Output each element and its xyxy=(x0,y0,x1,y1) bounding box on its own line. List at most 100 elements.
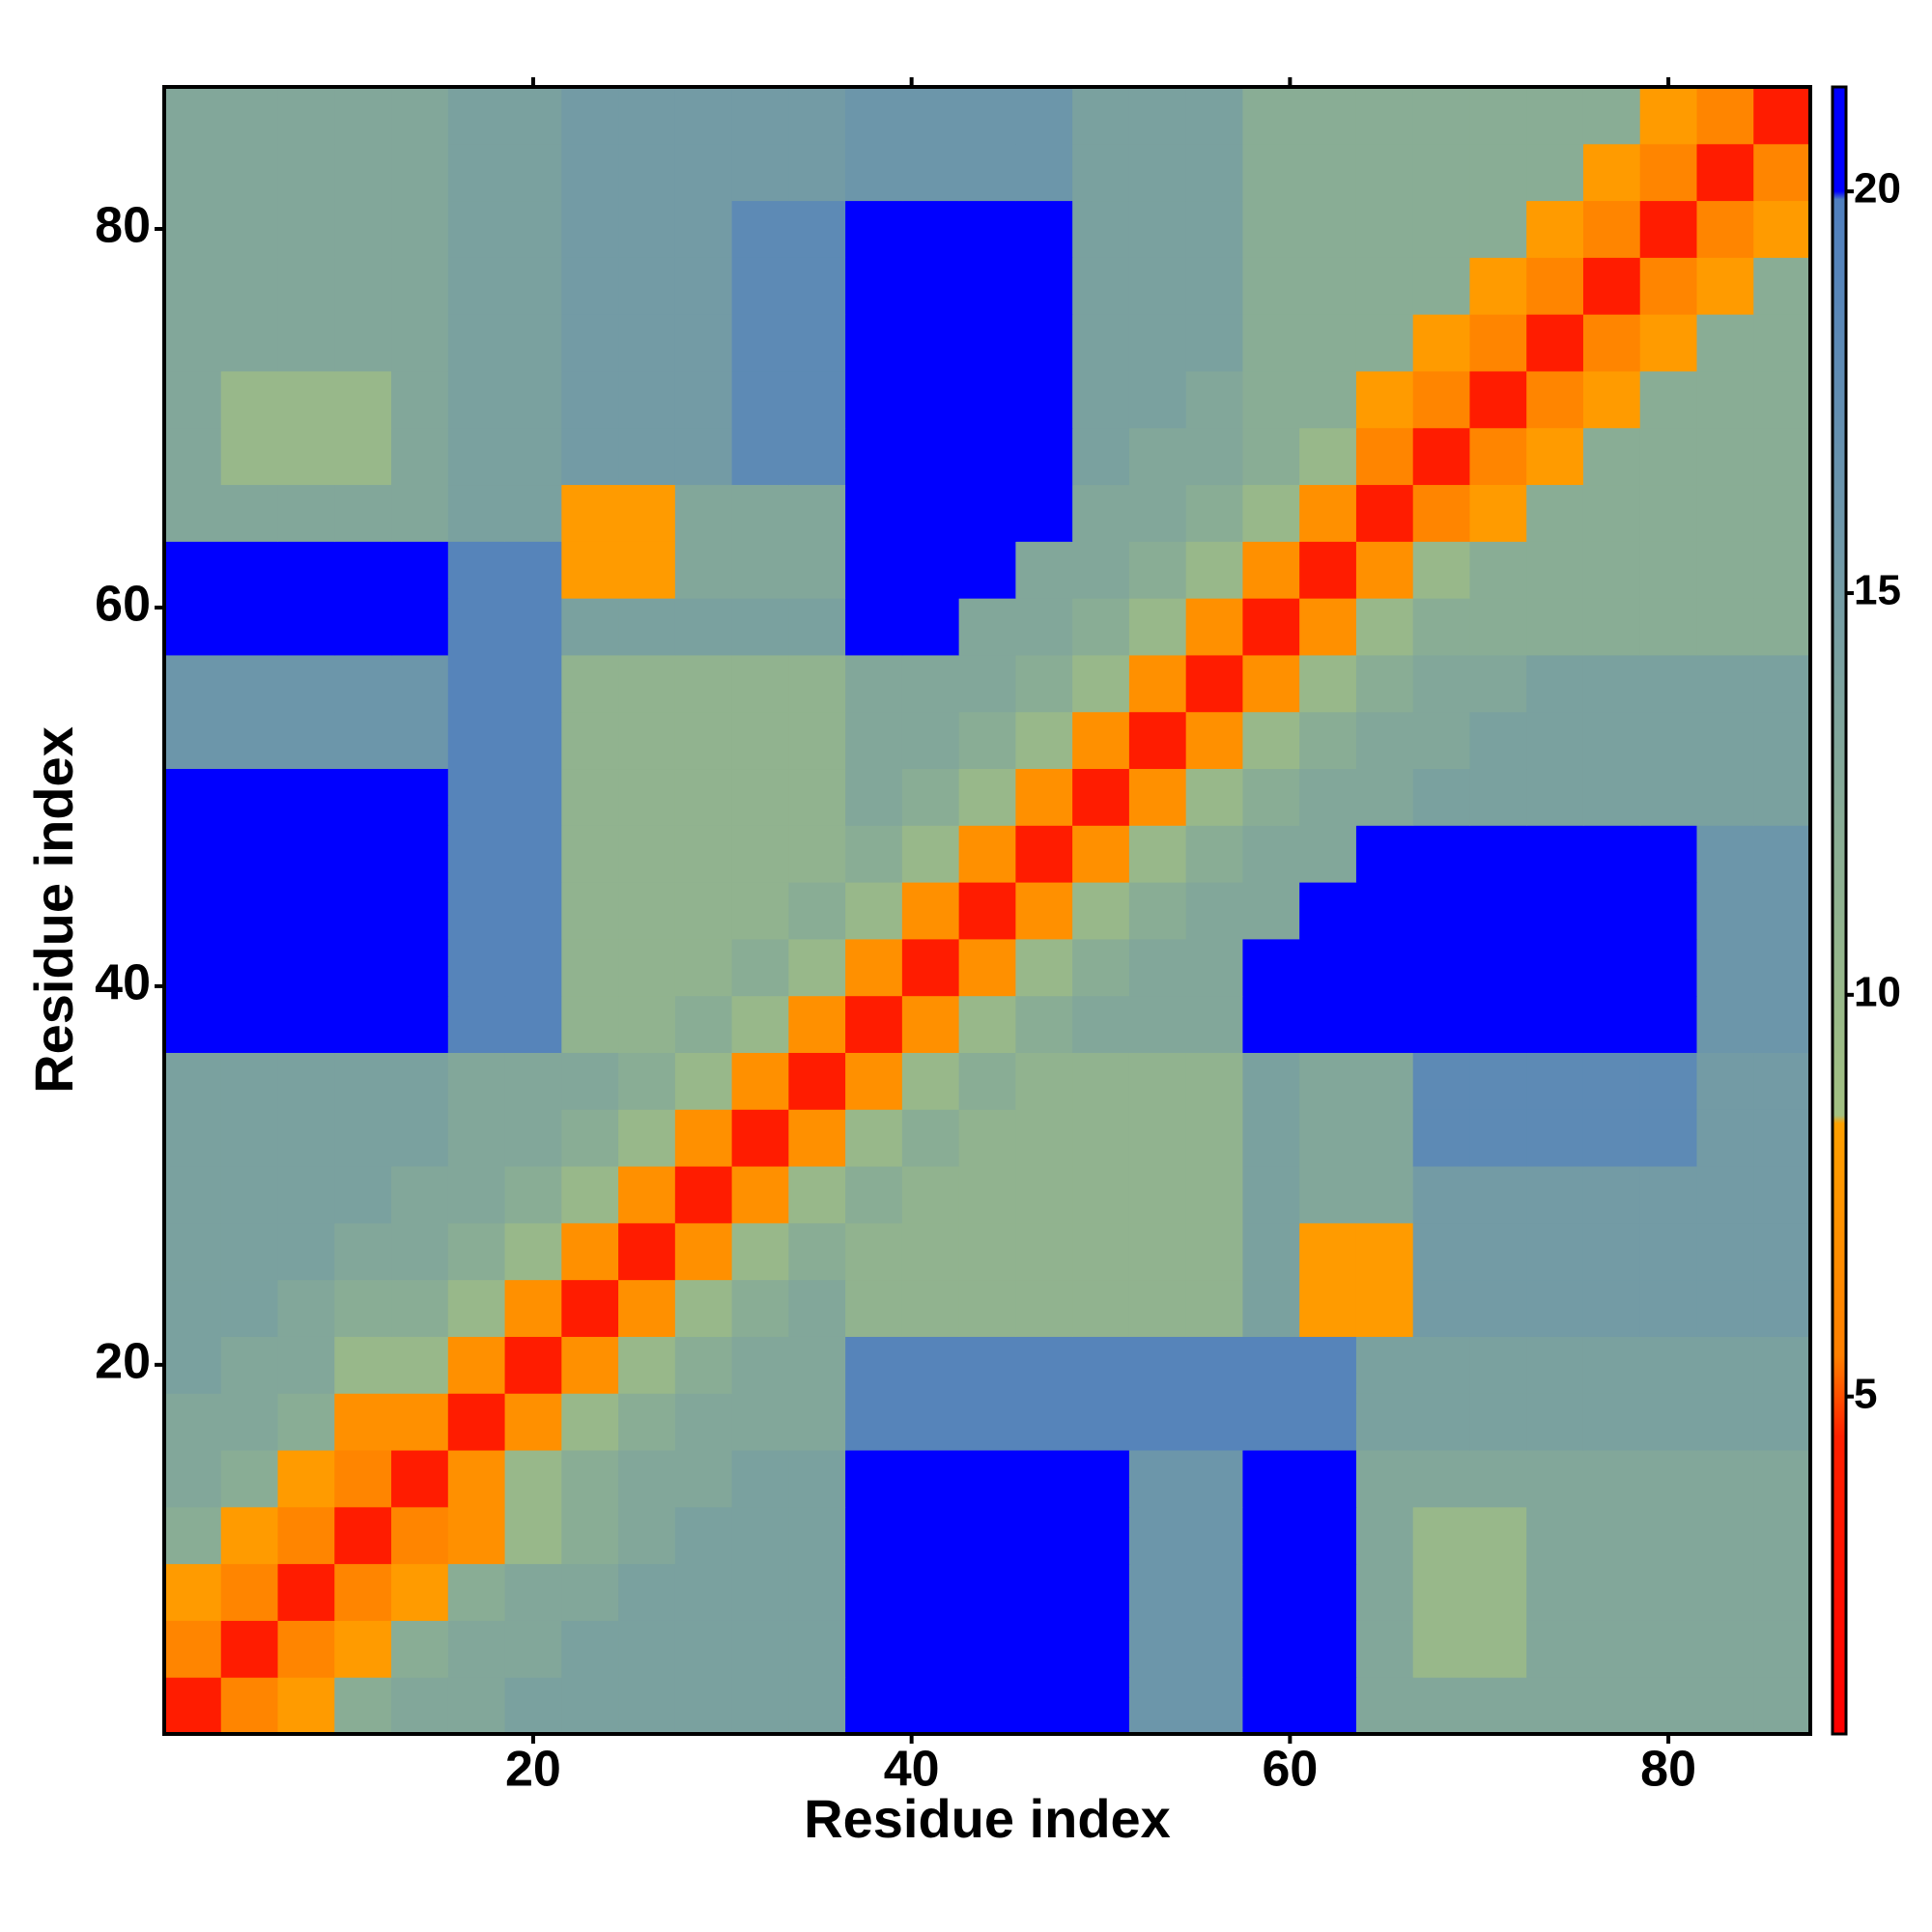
heatmap-cell xyxy=(845,1393,903,1451)
heatmap-cell xyxy=(1469,1450,1527,1508)
heatmap-cell xyxy=(164,484,222,542)
heatmap-cell xyxy=(1128,1620,1187,1678)
heatmap-cell xyxy=(1412,1450,1470,1508)
heatmap-cell xyxy=(1582,882,1641,940)
heatmap-cell xyxy=(958,711,1016,770)
heatmap-cell xyxy=(1242,825,1300,883)
heatmap-cell xyxy=(1242,314,1300,372)
heatmap-cell xyxy=(334,1563,392,1621)
heatmap-cell xyxy=(1412,200,1470,258)
heatmap-cell xyxy=(391,768,449,826)
heatmap-cell xyxy=(788,314,846,372)
heatmap-cell xyxy=(1128,1279,1187,1337)
heatmap-cell xyxy=(334,143,392,202)
heatmap-cell xyxy=(788,882,846,940)
heatmap-cell xyxy=(1242,1109,1300,1167)
heatmap-cell xyxy=(845,711,903,770)
heatmap-cell xyxy=(1412,654,1470,713)
heatmap-cell xyxy=(788,598,846,656)
heatmap-cell xyxy=(164,938,222,997)
heatmap-cell xyxy=(731,1393,789,1451)
heatmap-cell xyxy=(618,768,676,826)
heatmap-cell xyxy=(334,654,392,713)
heatmap-cell xyxy=(901,314,960,372)
heatmap-cell xyxy=(504,1677,562,1735)
heatmap-cell xyxy=(788,1336,846,1394)
heatmap-cell xyxy=(391,257,449,315)
heatmap-cell xyxy=(391,1222,449,1281)
heatmap-cell xyxy=(674,995,733,1053)
heatmap-cell xyxy=(334,1222,392,1281)
heatmap-cell xyxy=(1696,938,1754,997)
heatmap-cell xyxy=(788,1222,846,1281)
heatmap-cell xyxy=(618,938,676,997)
heatmap-cell xyxy=(277,882,335,940)
heatmap-cell xyxy=(561,484,619,542)
heatmap-cell xyxy=(1753,200,1811,258)
heatmap-cell xyxy=(1753,427,1811,486)
heatmap-cell xyxy=(220,995,279,1053)
heatmap-cell xyxy=(1128,87,1187,145)
heatmap-cell xyxy=(277,1393,335,1451)
heatmap-cell xyxy=(1582,484,1641,542)
heatmap-cell xyxy=(1639,200,1697,258)
heatmap-cell xyxy=(391,598,449,656)
heatmap-cell xyxy=(1242,995,1300,1053)
heatmap-cell xyxy=(958,200,1016,258)
heatmap-cell xyxy=(504,541,562,599)
heatmap-cell xyxy=(391,1109,449,1167)
heatmap-cell xyxy=(901,598,960,656)
heatmap-cell xyxy=(1753,1563,1811,1621)
heatmap-cell xyxy=(447,654,506,713)
heatmap-cell xyxy=(618,427,676,486)
heatmap-cell xyxy=(277,1166,335,1224)
heatmap-cell xyxy=(1355,1109,1414,1167)
heatmap-cell xyxy=(1582,143,1641,202)
heatmap-cell xyxy=(845,938,903,997)
heatmap-cell xyxy=(845,768,903,826)
heatmap-cell xyxy=(1128,1677,1187,1735)
heatmap-cell xyxy=(618,87,676,145)
heatmap-cell xyxy=(618,882,676,940)
heatmap-cell xyxy=(1185,1393,1243,1451)
heatmap-cell xyxy=(1128,882,1187,940)
heatmap-cell xyxy=(1015,1620,1073,1678)
heatmap-cell xyxy=(1753,995,1811,1053)
heatmap-cell xyxy=(1753,654,1811,713)
heatmap-cell xyxy=(1696,1620,1754,1678)
heatmap-cell xyxy=(504,882,562,940)
heatmap-cell xyxy=(1015,1222,1073,1281)
heatmap-cell xyxy=(1185,1506,1243,1565)
heatmap-cell xyxy=(220,143,279,202)
heatmap-cell xyxy=(1412,1393,1470,1451)
heatmap-cell xyxy=(1355,1677,1414,1735)
heatmap-cell xyxy=(1242,1620,1300,1678)
heatmap-cell xyxy=(901,143,960,202)
heatmap-cell xyxy=(1696,541,1754,599)
heatmap-cell xyxy=(1412,427,1470,486)
heatmap-cell xyxy=(1582,1620,1641,1678)
heatmap-cell xyxy=(958,1563,1016,1621)
heatmap-cell xyxy=(164,1393,222,1451)
heatmap-cell xyxy=(731,654,789,713)
heatmap-cell xyxy=(1469,825,1527,883)
heatmap-cell xyxy=(788,200,846,258)
heatmap-cell xyxy=(1753,598,1811,656)
heatmap-cell xyxy=(1412,1279,1470,1337)
heatmap-cell xyxy=(447,1109,506,1167)
heatmap-cell xyxy=(1355,87,1414,145)
heatmap-cell xyxy=(1582,938,1641,997)
heatmap-cell xyxy=(1072,314,1130,372)
heatmap-cell xyxy=(504,1393,562,1451)
heatmap-cell xyxy=(788,825,846,883)
heatmap-cell xyxy=(1242,1222,1300,1281)
heatmap-cell xyxy=(1469,1279,1527,1337)
heatmap-cell xyxy=(1753,1222,1811,1281)
heatmap-cell xyxy=(845,1620,903,1678)
heatmap-cell xyxy=(1185,87,1243,145)
heatmap-cell xyxy=(788,87,846,145)
heatmap-cell xyxy=(334,1166,392,1224)
heatmap-cell xyxy=(561,1279,619,1337)
heatmap-cell xyxy=(391,654,449,713)
heatmap-cell xyxy=(1015,768,1073,826)
